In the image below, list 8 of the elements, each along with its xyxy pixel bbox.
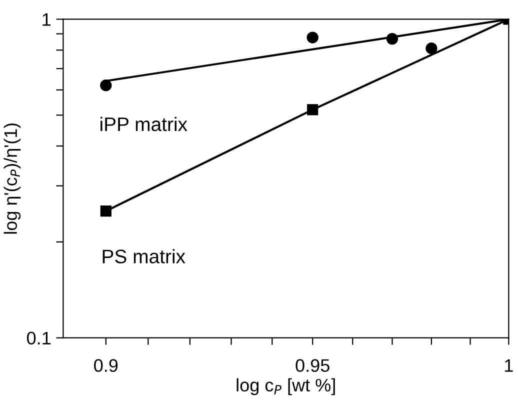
x-tick-label: 0.95 <box>296 359 330 372</box>
x-tick-label: 0.9 <box>94 359 118 372</box>
x-axis-title: log c$_{P}$ [wt %] <box>236 378 335 396</box>
x-tick-label: 1 <box>505 359 513 372</box>
y-axis-title: log η'(c$_{P}$)/η'(1) <box>4 123 21 234</box>
y-tick-label: 0.1 <box>27 332 51 345</box>
annotation: iPP matrix <box>100 116 188 132</box>
annotation: PS matrix <box>102 249 186 264</box>
